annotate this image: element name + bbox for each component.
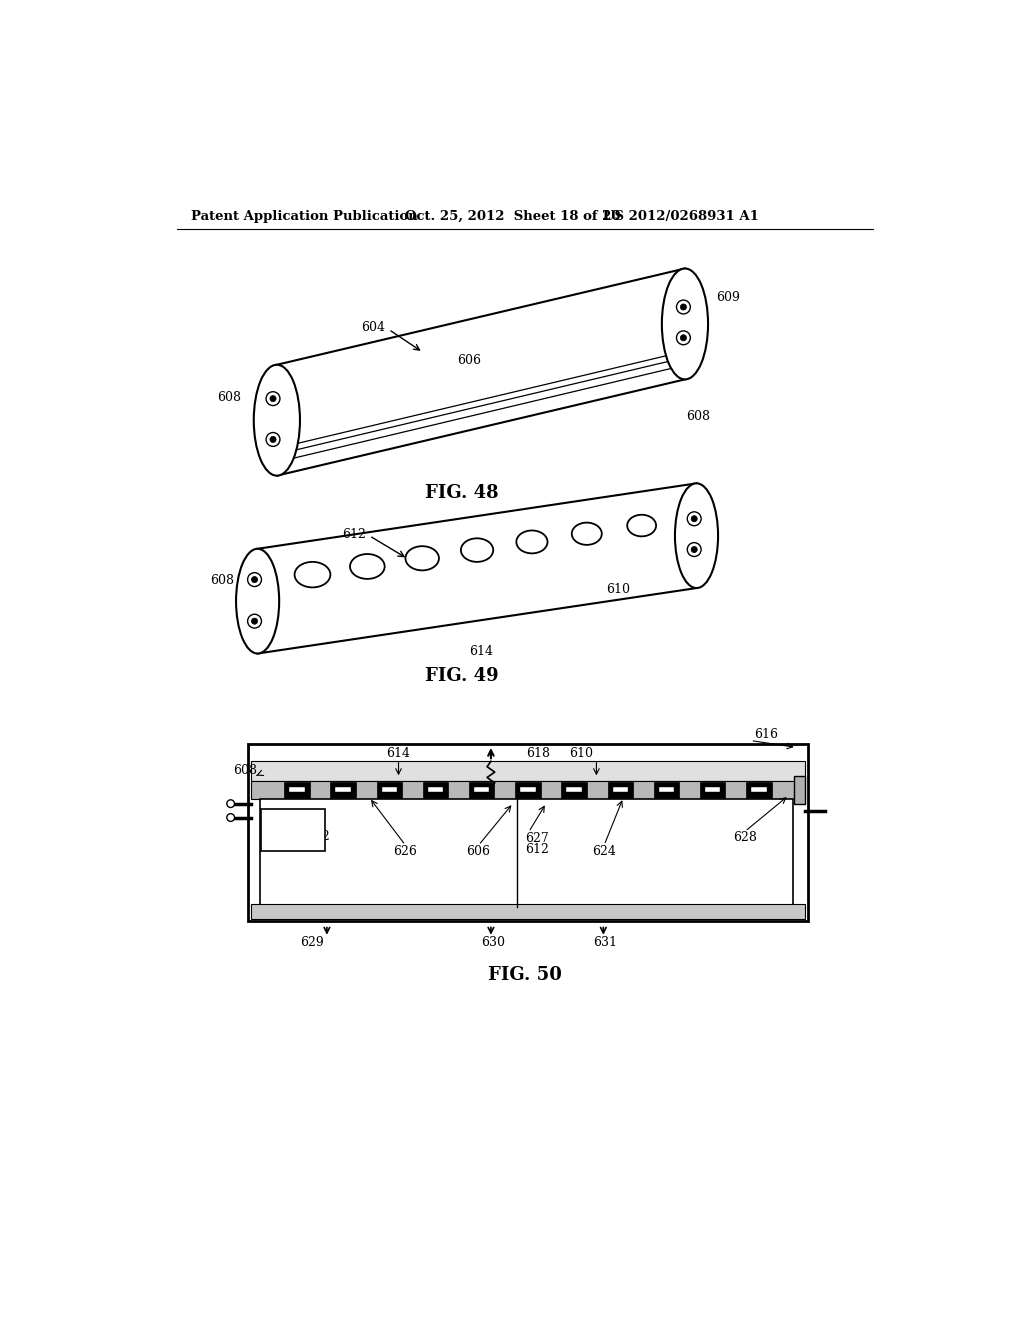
Circle shape — [266, 433, 280, 446]
Bar — [261, 809, 325, 851]
Text: Patent Application Publication: Patent Application Publication — [190, 210, 418, 223]
Circle shape — [270, 437, 276, 442]
Text: 610: 610 — [569, 747, 593, 760]
Circle shape — [680, 335, 686, 341]
Ellipse shape — [628, 515, 656, 536]
Bar — [248, 743, 808, 921]
Text: 614: 614 — [469, 644, 493, 657]
Text: 614: 614 — [386, 747, 411, 760]
Text: 627: 627 — [524, 832, 549, 845]
Ellipse shape — [662, 268, 708, 379]
Text: 631: 631 — [593, 936, 617, 949]
Ellipse shape — [295, 562, 331, 587]
Bar — [289, 787, 304, 792]
Bar — [515, 781, 541, 797]
Text: 610: 610 — [606, 583, 631, 597]
Text: 608: 608 — [233, 764, 258, 777]
Bar — [746, 781, 772, 797]
Text: 608: 608 — [211, 574, 234, 587]
Circle shape — [687, 512, 701, 525]
Bar — [706, 787, 720, 792]
Text: 618: 618 — [526, 747, 550, 760]
Bar — [612, 787, 628, 792]
Ellipse shape — [254, 364, 300, 475]
Bar — [607, 781, 633, 797]
Ellipse shape — [350, 554, 385, 579]
Text: FIG. 48: FIG. 48 — [425, 484, 499, 503]
Bar — [377, 781, 402, 797]
Bar — [251, 760, 805, 780]
Circle shape — [248, 573, 261, 586]
Ellipse shape — [571, 523, 602, 545]
Ellipse shape — [516, 531, 548, 553]
Text: 630: 630 — [481, 936, 505, 949]
Text: 622: 622 — [306, 829, 331, 842]
Ellipse shape — [461, 539, 494, 562]
Circle shape — [226, 800, 234, 808]
Ellipse shape — [237, 549, 280, 653]
Text: 626: 626 — [393, 845, 418, 858]
Bar — [331, 781, 355, 797]
Text: FIG. 49: FIG. 49 — [425, 667, 499, 685]
Text: 612: 612 — [342, 528, 367, 541]
Text: 628: 628 — [733, 832, 757, 843]
Text: 612: 612 — [524, 843, 549, 857]
Bar — [428, 787, 443, 792]
Circle shape — [691, 546, 697, 553]
Bar — [653, 781, 679, 797]
Circle shape — [248, 614, 261, 628]
Bar — [260, 799, 793, 907]
Bar — [251, 780, 805, 799]
Bar — [752, 787, 767, 792]
Text: 604: 604 — [361, 321, 385, 334]
Text: US 2012/0268931 A1: US 2012/0268931 A1 — [603, 210, 759, 223]
Bar — [795, 776, 805, 804]
Circle shape — [252, 577, 258, 582]
Circle shape — [252, 618, 258, 624]
Circle shape — [270, 396, 276, 401]
Bar — [423, 781, 449, 797]
Bar — [700, 781, 725, 797]
Text: 606: 606 — [467, 845, 490, 858]
Text: Oct. 25, 2012  Sheet 18 of 20: Oct. 25, 2012 Sheet 18 of 20 — [404, 210, 621, 223]
Bar — [520, 787, 536, 792]
Bar — [658, 787, 674, 792]
Bar — [285, 781, 309, 797]
Bar — [566, 787, 582, 792]
Bar — [251, 904, 805, 919]
Ellipse shape — [675, 483, 718, 589]
Circle shape — [680, 304, 686, 310]
Circle shape — [677, 331, 690, 345]
Bar — [474, 787, 489, 792]
Circle shape — [691, 516, 697, 521]
Circle shape — [266, 392, 280, 405]
Bar — [336, 787, 350, 792]
Text: 606: 606 — [458, 354, 481, 367]
Text: 609: 609 — [716, 290, 739, 304]
Ellipse shape — [406, 546, 439, 570]
Text: FIG. 50: FIG. 50 — [487, 966, 562, 983]
Bar — [469, 781, 495, 797]
Text: 616: 616 — [755, 727, 778, 741]
Circle shape — [677, 300, 690, 314]
Text: 624: 624 — [592, 845, 616, 858]
Bar — [382, 787, 397, 792]
Text: 608: 608 — [217, 391, 241, 404]
Bar — [561, 781, 587, 797]
Text: 629: 629 — [300, 936, 324, 949]
Circle shape — [226, 813, 234, 821]
Text: 608: 608 — [686, 409, 711, 422]
Circle shape — [687, 543, 701, 557]
